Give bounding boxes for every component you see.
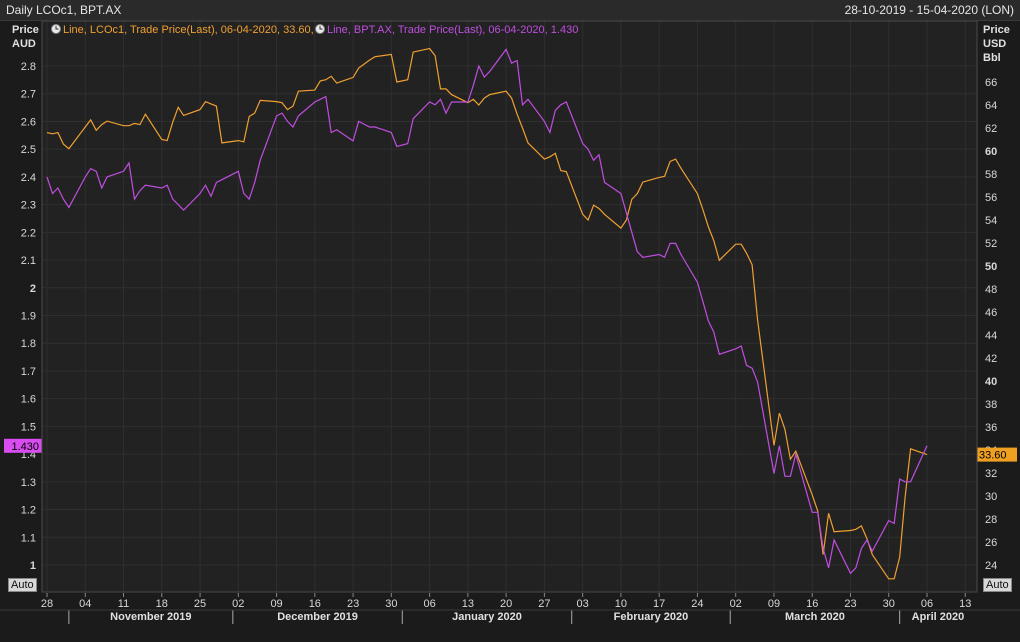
chart-title: Daily LCOc1, BPT.AX (6, 3, 122, 17)
left-tick-label: 1 (30, 560, 36, 572)
x-day-label: 13 (462, 598, 474, 610)
month-label: February 2020 (614, 611, 689, 623)
x-day-label: 03 (577, 598, 589, 610)
right-tick-label: 44 (985, 330, 997, 342)
x-day-label: 30 (385, 598, 397, 610)
right-tick-label: 58 (985, 169, 997, 181)
right-tick-label: 52 (985, 238, 997, 250)
right-tick-label: 36 (985, 422, 997, 434)
right-tick-label: 38 (985, 399, 997, 411)
right-tick-label: 40 (985, 376, 997, 388)
legend-entry-LCOc1: Line, LCOc1, Trade Price(Last), 06-04-20… (63, 24, 314, 36)
x-day-label: 20 (500, 598, 512, 610)
chart-canvas: PriceAUD11.11.21.31.41.51.61.71.81.922.1… (0, 21, 1020, 624)
left-axis-label-line1: Price (12, 24, 39, 36)
right-tick-label: 24 (985, 560, 997, 572)
right-axis-label-line3: Bbl (983, 52, 1001, 64)
clock-hands-icon (319, 26, 323, 30)
right-tick-label: 62 (985, 123, 997, 135)
month-label: November 2019 (110, 611, 191, 623)
left-tick-label: 1.9 (21, 311, 36, 323)
x-day-label: 23 (844, 598, 856, 610)
month-label: December 2019 (277, 611, 358, 623)
right-tick-label: 48 (985, 284, 997, 296)
lco-last-value-label: 33.60 (979, 450, 1007, 462)
x-day-label: 02 (730, 598, 742, 610)
left-tick-label: 1.8 (21, 338, 36, 350)
x-day-label: 24 (691, 598, 703, 610)
right-axis-label-line1: Price (983, 24, 1010, 36)
x-day-label: 04 (79, 598, 91, 610)
right-tick-label: 32 (985, 468, 997, 480)
left-tick-label: 2.7 (21, 89, 36, 101)
x-day-label: 13 (959, 598, 971, 610)
right-tick-label: 46 (985, 307, 997, 319)
clock-hands-icon (55, 26, 59, 30)
left-tick-label: 1.3 (21, 477, 36, 489)
left-tick-label: 1.1 (21, 532, 36, 544)
right-tick-label: 26 (985, 537, 997, 549)
x-day-label: 16 (806, 598, 818, 610)
right-tick-label: 56 (985, 192, 997, 204)
right-tick-label: 28 (985, 514, 997, 526)
x-day-label: 18 (156, 598, 168, 610)
series-line-BPT.AX (46, 48, 928, 575)
left-tick-label: 1.6 (21, 394, 36, 406)
right-tick-label: 66 (985, 77, 997, 89)
left-tick-label: 1.5 (21, 421, 36, 433)
right-tick-label: 64 (985, 100, 997, 112)
right-tick-label: 42 (985, 353, 997, 365)
right-axis-label-line2: USD (983, 38, 1006, 50)
plot-frame (41, 21, 978, 593)
lco-last-value-tag (977, 447, 1017, 462)
x-day-label: 06 (921, 598, 933, 610)
month-label: March 2020 (785, 611, 845, 623)
x-day-label: 09 (768, 598, 780, 610)
x-day-label: 16 (309, 598, 321, 610)
x-day-label: 02 (232, 598, 244, 610)
x-day-label: 28 (41, 598, 53, 610)
x-day-label: 23 (347, 598, 359, 610)
legend-entry-BPT.AX: Line, BPT.AX, Trade Price(Last), 06-04-2… (327, 24, 578, 36)
right-tick-label: 50 (985, 261, 997, 273)
bpt-last-value-tag (4, 438, 42, 453)
chart-header: Daily LCOc1, BPT.AX 28-10-2019 - 15-04-2… (0, 0, 1020, 21)
left-tick-label: 2.8 (21, 61, 36, 73)
date-range: 28-10-2019 - 15-04-2020 (LON) (844, 3, 1014, 17)
x-day-label: 11 (118, 598, 129, 610)
x-day-label: 09 (270, 598, 282, 610)
legend: Line, LCOc1, Trade Price(Last), 06-04-20… (51, 24, 578, 36)
left-tick-label: 1.7 (21, 366, 36, 378)
series-line-LCOc1 (46, 47, 928, 580)
left-tick-label: 2.6 (21, 116, 36, 128)
x-day-label: 25 (194, 598, 206, 610)
left-tick-label: 2.1 (21, 255, 36, 267)
right-tick-label: 30 (985, 491, 997, 503)
x-day-label: 30 (883, 598, 895, 610)
left-tick-label: 2.2 (21, 227, 36, 239)
plot-area (42, 21, 977, 592)
month-label: January 2020 (452, 611, 522, 623)
left-tick-label: 2.4 (21, 172, 36, 184)
month-label: April 2020 (912, 611, 965, 623)
x-day-label: 06 (423, 598, 435, 610)
left-tick-label: 2 (30, 283, 36, 295)
bpt-last-value-label: 1.430 (11, 441, 39, 453)
auto-scale-right-button[interactable]: Auto (983, 578, 1012, 592)
left-tick-label: 1.2 (21, 505, 36, 517)
x-day-label: 10 (615, 598, 627, 610)
right-tick-label: 60 (985, 146, 997, 158)
right-tick-label: 54 (985, 215, 997, 227)
x-day-label: 17 (653, 598, 665, 610)
x-day-label: 27 (538, 598, 550, 610)
left-tick-label: 2.5 (21, 144, 36, 156)
left-tick-label: 2.3 (21, 200, 36, 212)
left-axis-label-line2: AUD (12, 38, 36, 50)
auto-scale-left-button[interactable]: Auto (8, 578, 37, 592)
